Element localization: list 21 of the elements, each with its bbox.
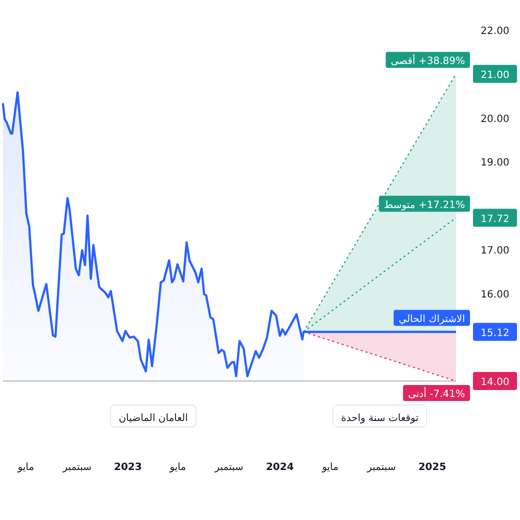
y-tick-label: 20.00 bbox=[480, 114, 510, 125]
x-tick-label: 2025 bbox=[418, 462, 446, 473]
text: العامان الماضيان bbox=[118, 413, 188, 424]
y-tick-label: 17.00 bbox=[480, 245, 510, 256]
x-tick-label: سبتمبر bbox=[214, 462, 244, 473]
x-tick-label: 2024 bbox=[266, 462, 294, 473]
x-tick-label: سبتمبر bbox=[62, 462, 92, 473]
y-tick-label: 14.00 bbox=[480, 377, 510, 388]
y-tick-label: 19.00 bbox=[480, 158, 510, 169]
x-tick-label: مايو bbox=[168, 462, 186, 473]
series-label: الاشتراك الحالي bbox=[398, 314, 465, 325]
y-tick-label: 16.00 bbox=[480, 289, 510, 300]
x-tick-label: سبتمبر bbox=[366, 462, 396, 473]
x-tick-label: 2023 bbox=[114, 462, 142, 473]
x-tick-label: مايو bbox=[321, 462, 338, 473]
y-tick-label: 17.72 bbox=[480, 214, 510, 225]
x-tick-label: مايو bbox=[16, 462, 34, 473]
text: توقعات سنة واحدة bbox=[341, 413, 419, 424]
y-tick-label: 21.00 bbox=[480, 70, 510, 81]
y-tick-label: 22.00 bbox=[480, 26, 510, 37]
y-tick-label: 15.12 bbox=[480, 328, 510, 339]
